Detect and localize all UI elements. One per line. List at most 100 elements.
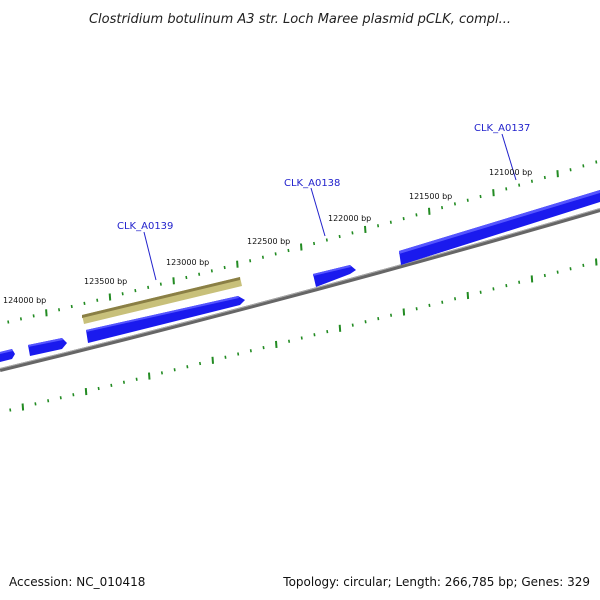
minor-tick <box>173 368 176 372</box>
major-tick <box>148 372 151 380</box>
minor-tick <box>351 323 354 327</box>
minor-tick <box>274 252 277 256</box>
minor-tick <box>198 272 201 276</box>
inner-tick-ring <box>9 258 598 412</box>
minor-tick <box>185 275 188 280</box>
minor-tick <box>47 399 50 403</box>
major-tick <box>108 293 112 301</box>
minor-tick <box>505 283 508 288</box>
minor-tick <box>326 329 329 334</box>
minor-tick <box>58 308 61 312</box>
outer-tick-ring <box>7 160 598 324</box>
minor-tick <box>313 241 316 246</box>
topology-summary: Topology: circular; Length: 266,785 bp; … <box>283 575 590 589</box>
minor-tick <box>441 205 444 210</box>
tick-label: 123000 bp <box>166 258 209 267</box>
minor-tick <box>338 234 341 239</box>
tick-label: 124000 bp <box>3 296 46 305</box>
minor-tick <box>505 187 508 191</box>
minor-tick <box>34 402 37 406</box>
minor-tick <box>428 303 431 308</box>
major-tick <box>402 308 406 316</box>
major-tick <box>364 225 367 233</box>
minor-tick <box>9 408 12 412</box>
minor-tick <box>325 238 328 242</box>
gene-feature-clk-a0137[interactable] <box>399 190 600 265</box>
minor-tick <box>389 220 392 224</box>
minor-tick <box>364 320 367 324</box>
minor-tick <box>249 349 252 353</box>
minor-tick <box>135 377 138 381</box>
minor-tick <box>556 270 559 274</box>
minor-tick <box>262 345 265 350</box>
minor-tick <box>249 259 252 263</box>
major-tick <box>466 291 470 300</box>
minor-tick <box>121 292 124 296</box>
minor-tick <box>83 301 86 306</box>
minor-tick <box>122 380 125 384</box>
minor-tick <box>351 231 354 235</box>
gene-feature[interactable] <box>86 296 245 343</box>
major-tick <box>595 258 598 266</box>
minor-tick <box>287 248 290 253</box>
minor-tick <box>569 267 572 271</box>
minor-tick <box>377 224 380 228</box>
major-tick <box>428 207 431 215</box>
gene-feature[interactable] <box>0 349 15 362</box>
major-tick <box>172 277 175 285</box>
gene-label-leader <box>310 187 326 237</box>
tick-label: 122500 bp <box>247 237 290 246</box>
minor-tick <box>237 352 240 356</box>
map-title: Clostridium botulinum A3 str. Loch Maree… <box>89 12 511 27</box>
minor-tick <box>59 396 62 400</box>
tick-label: 123500 bp <box>84 277 127 286</box>
major-tick <box>45 309 48 317</box>
gene-feature-selected[interactable] <box>82 277 242 324</box>
minor-tick <box>223 265 226 270</box>
minor-tick <box>96 298 99 302</box>
minor-tick <box>415 213 418 217</box>
minor-tick <box>582 164 585 168</box>
major-tick <box>556 170 559 178</box>
minor-tick <box>160 371 163 375</box>
minor-tick <box>186 365 189 369</box>
major-tick <box>21 403 25 411</box>
major-tick <box>236 260 239 268</box>
minor-tick <box>543 175 546 180</box>
minor-tick <box>7 320 10 324</box>
gene-label-leader <box>143 231 157 281</box>
gene-feature[interactable] <box>28 338 67 356</box>
minor-tick <box>415 307 418 311</box>
major-tick <box>492 189 495 197</box>
minor-tick <box>210 269 213 273</box>
major-tick <box>300 243 303 251</box>
gene-label-leader <box>501 133 517 181</box>
major-tick <box>275 340 278 348</box>
minor-tick <box>492 287 495 291</box>
major-tick <box>84 388 88 396</box>
minor-tick <box>97 386 100 391</box>
gene-label-clk-a0138[interactable]: CLK_A0138 <box>284 178 340 189</box>
minor-tick <box>441 300 444 304</box>
minor-tick <box>19 317 22 321</box>
gene-feature-clk-a0138[interactable] <box>313 265 356 287</box>
minor-tick <box>569 168 572 172</box>
gene-label-clk-a0139[interactable]: CLK_A0139 <box>117 221 173 232</box>
tick-label: 121000 bp <box>489 168 532 177</box>
minor-tick <box>72 393 75 397</box>
gene-label-clk-a0137[interactable]: CLK_A0137 <box>474 123 530 134</box>
minor-tick <box>530 179 533 183</box>
backbone-line <box>0 208 600 372</box>
minor-tick <box>390 313 393 317</box>
major-tick <box>211 356 214 364</box>
minor-tick <box>454 297 457 301</box>
tick-label: 121500 bp <box>409 192 452 201</box>
minor-tick <box>32 314 35 318</box>
minor-tick <box>300 336 303 340</box>
major-tick <box>338 324 342 332</box>
minor-tick <box>199 361 202 366</box>
minor-tick <box>134 288 137 293</box>
accession-text: Accession: NC_010418 <box>9 575 146 589</box>
minor-tick <box>70 304 73 309</box>
